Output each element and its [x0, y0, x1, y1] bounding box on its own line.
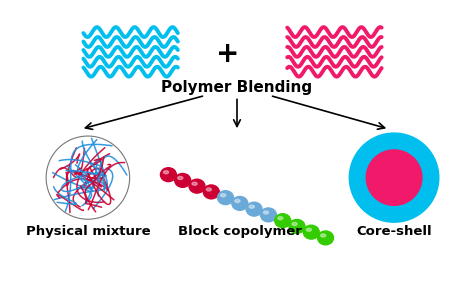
Ellipse shape	[192, 182, 197, 185]
Ellipse shape	[264, 211, 269, 214]
Ellipse shape	[235, 200, 240, 203]
Ellipse shape	[318, 231, 334, 245]
Text: Physical mixture: Physical mixture	[26, 225, 150, 238]
Ellipse shape	[278, 217, 283, 220]
Ellipse shape	[161, 168, 176, 182]
Ellipse shape	[206, 188, 211, 191]
Ellipse shape	[260, 208, 276, 222]
Ellipse shape	[320, 234, 326, 237]
Ellipse shape	[164, 171, 169, 174]
Ellipse shape	[249, 205, 255, 208]
Text: Block copolymer: Block copolymer	[178, 225, 302, 238]
Text: Core-shell: Core-shell	[356, 225, 432, 238]
Ellipse shape	[289, 219, 305, 233]
Text: Polymer Blending: Polymer Blending	[162, 80, 312, 95]
Ellipse shape	[246, 202, 262, 216]
Circle shape	[349, 133, 439, 222]
Ellipse shape	[189, 179, 205, 193]
Ellipse shape	[275, 214, 291, 228]
Text: +: +	[216, 40, 240, 68]
Ellipse shape	[306, 228, 311, 231]
Ellipse shape	[178, 176, 183, 180]
Ellipse shape	[175, 173, 191, 187]
Ellipse shape	[303, 225, 319, 239]
Ellipse shape	[232, 196, 248, 210]
Ellipse shape	[218, 191, 234, 205]
Circle shape	[366, 150, 422, 205]
Ellipse shape	[203, 185, 219, 199]
Ellipse shape	[220, 194, 226, 197]
Ellipse shape	[292, 223, 297, 226]
